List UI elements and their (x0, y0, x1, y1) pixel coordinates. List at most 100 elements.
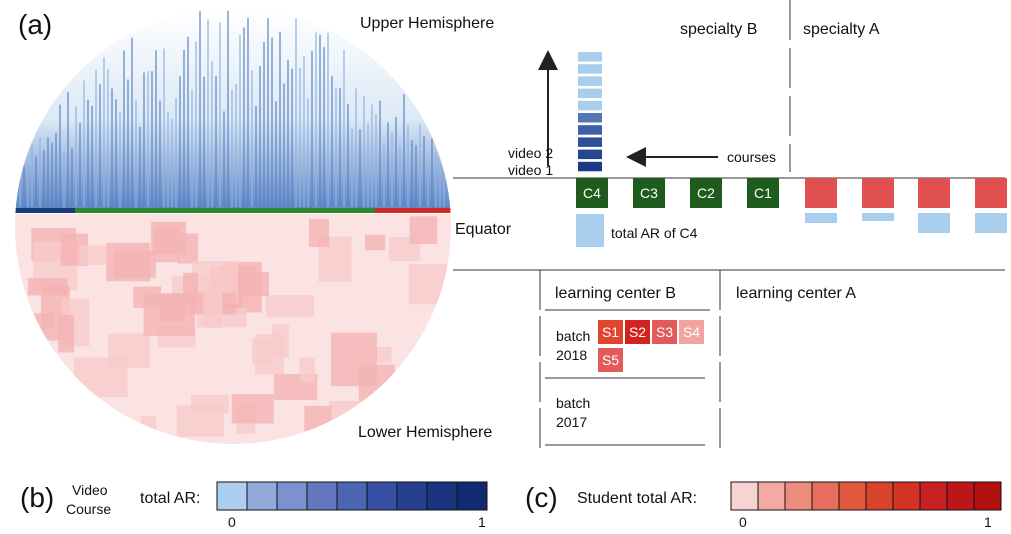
course-box (576, 178, 608, 208)
course-box (862, 178, 894, 208)
specialty-label: specialty B (680, 21, 757, 38)
texture (176, 405, 224, 437)
scale-cell (366, 481, 398, 511)
course-label: C2 (697, 185, 715, 201)
texture (54, 409, 102, 444)
total-ar-bar (576, 214, 604, 247)
texture (308, 218, 330, 247)
course-box (633, 178, 665, 208)
texture (26, 373, 60, 417)
video-bar (578, 76, 602, 86)
video-bar (578, 113, 602, 123)
legend-title: Student total AR: (577, 490, 697, 507)
student-box (652, 320, 677, 344)
student-box (625, 320, 650, 344)
texture (231, 394, 274, 424)
texture (376, 346, 392, 363)
texture (140, 415, 157, 432)
batch-label: batch (556, 328, 590, 344)
texture (21, 411, 62, 437)
texture (55, 393, 85, 419)
specialty-label: specialty A (803, 21, 880, 38)
texture (331, 332, 377, 387)
texture (113, 251, 156, 278)
texture (27, 277, 68, 296)
panel-label: (b) (20, 482, 54, 513)
sphere (15, 8, 451, 444)
scale-cell (336, 481, 368, 511)
video-bar (578, 137, 602, 147)
scale-cell (784, 481, 813, 511)
student-label: S4 (683, 324, 700, 340)
scale-cell (396, 481, 428, 511)
student-box (598, 348, 623, 372)
scale-cell (426, 481, 458, 511)
scale-cell (838, 481, 867, 511)
hemisphere-label: Upper Hemisphere (360, 15, 494, 32)
video-bar (578, 100, 602, 111)
course-box (747, 178, 779, 208)
hemisphere-label: Lower Hemisphere (358, 424, 492, 441)
total-ar-bar (862, 213, 894, 221)
scale-cell (811, 481, 840, 511)
texture (251, 338, 272, 364)
texture (408, 264, 451, 305)
texture (151, 221, 187, 255)
scale-cell (919, 481, 948, 511)
course-label: C1 (754, 185, 772, 201)
video-bar (578, 161, 602, 172)
total-ar-bar (975, 213, 1007, 233)
equator-label: Equator (455, 221, 512, 238)
course-box (805, 178, 837, 208)
student-label: S3 (656, 324, 673, 340)
course-box (918, 178, 950, 208)
scale-cell (276, 481, 308, 511)
texture (203, 292, 223, 328)
total-ar-bar (918, 213, 950, 233)
texture (364, 234, 386, 251)
scale-cell (456, 481, 488, 511)
scale-label: 0 (739, 514, 747, 530)
total-ar-label: total AR of C4 (611, 225, 698, 241)
panel-label: (c) (525, 482, 558, 513)
texture (409, 216, 438, 244)
scale-cell (865, 481, 894, 511)
texture (159, 293, 185, 322)
texture (427, 385, 451, 424)
student-label: S2 (629, 324, 646, 340)
course-label: C4 (583, 185, 601, 201)
scale-label: 1 (984, 514, 992, 530)
panel-label: (a) (18, 9, 52, 40)
texture (265, 295, 314, 318)
video-bar (578, 64, 602, 74)
scale-cell (946, 481, 975, 511)
course-box (690, 178, 722, 208)
texture (78, 245, 108, 265)
video-bar (578, 125, 602, 135)
student-box (598, 320, 623, 344)
courses-label: courses (727, 149, 776, 165)
texture (108, 333, 150, 368)
scale-label: 0 (228, 514, 236, 530)
student-box (679, 320, 704, 344)
legend-title: Course (66, 501, 111, 517)
texture (299, 357, 315, 383)
texture (57, 314, 75, 353)
scale-cell (892, 481, 921, 511)
video-label: video 1 (508, 162, 553, 178)
scale-label: 1 (478, 514, 486, 530)
scale-cell (757, 481, 786, 511)
video-bar (578, 88, 602, 99)
legend-title: Video (72, 482, 108, 498)
scale-cell (306, 481, 338, 511)
student-label: S1 (602, 324, 619, 340)
texture (423, 368, 447, 397)
legend-title: total AR: (140, 490, 200, 507)
batch-label: 2018 (556, 347, 587, 363)
texture (20, 313, 54, 329)
total-ar-bar (805, 213, 837, 223)
center-label: learning center B (555, 285, 676, 302)
scale-cell (973, 481, 1002, 511)
scale-cell (216, 481, 248, 511)
